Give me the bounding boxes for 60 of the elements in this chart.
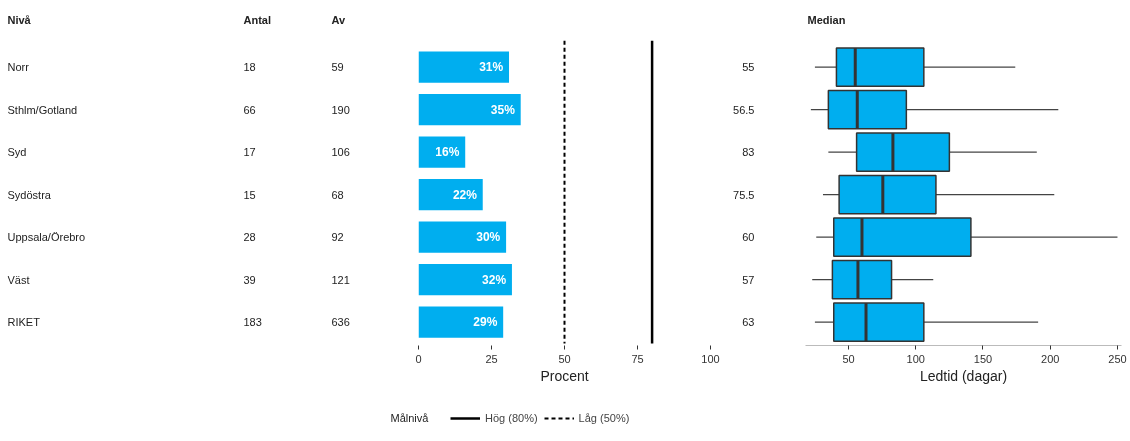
x-tick-label: 150: [973, 352, 993, 365]
data-label: 39: [243, 273, 256, 286]
data-label: 92: [331, 231, 344, 244]
data-label: 28: [243, 231, 256, 244]
y-tick-label: 75.5: [733, 188, 755, 201]
data-label: 32%: [482, 272, 507, 287]
bar: [418, 178, 483, 211]
y-tick-label: 63: [742, 316, 755, 329]
x-axis-title: Procent: [540, 367, 589, 384]
y-tick-label: 55: [742, 61, 755, 74]
y-tick-label: 57: [742, 273, 755, 286]
category-label: Uppsala/Örebro: [7, 231, 86, 244]
category-label: RIKET: [7, 316, 41, 329]
data-label: 68: [331, 188, 344, 201]
data-label: 35%: [490, 102, 516, 117]
x-axis-title: Ledtid (dagar): [919, 367, 1008, 384]
category-label: Norr: [7, 61, 30, 74]
x-tick-label: 50: [842, 352, 855, 365]
y-tick-label: 56.5: [733, 103, 755, 116]
data-label: 59: [331, 61, 344, 74]
data-label: 190: [331, 103, 350, 116]
bar: [418, 306, 504, 338]
data-label: 29%: [473, 315, 498, 330]
x-tick-label: 250: [1108, 352, 1127, 365]
data-label: 30%: [476, 230, 501, 245]
category-label: Väst: [7, 273, 30, 286]
x-tick-label: 50: [558, 352, 571, 365]
category-label: Sthlm/Gotland: [7, 103, 78, 116]
data-label: 183: [243, 316, 262, 329]
x-tick-label: 25: [485, 352, 498, 365]
data-label: 22%: [452, 187, 478, 202]
category-label: Sydöstra: [7, 188, 52, 201]
x-tick-label: 200: [1041, 352, 1060, 365]
legend-label: Hög (80%): [485, 412, 538, 424]
data-label: 17: [243, 146, 256, 159]
bar: [418, 93, 521, 126]
y-tick-label: 60: [742, 231, 755, 244]
data-label: 16%: [435, 145, 460, 160]
data-label: 121: [331, 273, 350, 286]
x-tick-label: 75: [631, 352, 644, 365]
x-tick-label: 100: [906, 352, 925, 365]
legend-title: Målnivå: [390, 411, 430, 424]
x-tick-label: 0: [415, 352, 422, 365]
legend-label: Låg (50%): [578, 412, 630, 424]
data-label: 106: [331, 146, 350, 159]
bar: [418, 221, 507, 253]
data-label: 18: [243, 61, 256, 74]
data-label: 66: [243, 103, 256, 116]
data-label: 15: [243, 188, 256, 201]
text: Nivå: [7, 14, 32, 27]
text: Antal: [243, 14, 271, 27]
data-label: 636: [331, 316, 350, 329]
text: Av: [331, 14, 347, 27]
category-label: Syd: [7, 146, 27, 159]
data-label: 31%: [479, 60, 504, 75]
y-axis-title: Median: [807, 14, 846, 27]
bar: [418, 263, 512, 296]
bar: [418, 51, 510, 83]
x-tick-label: 100: [701, 352, 720, 365]
y-tick-label: 83: [742, 146, 755, 159]
